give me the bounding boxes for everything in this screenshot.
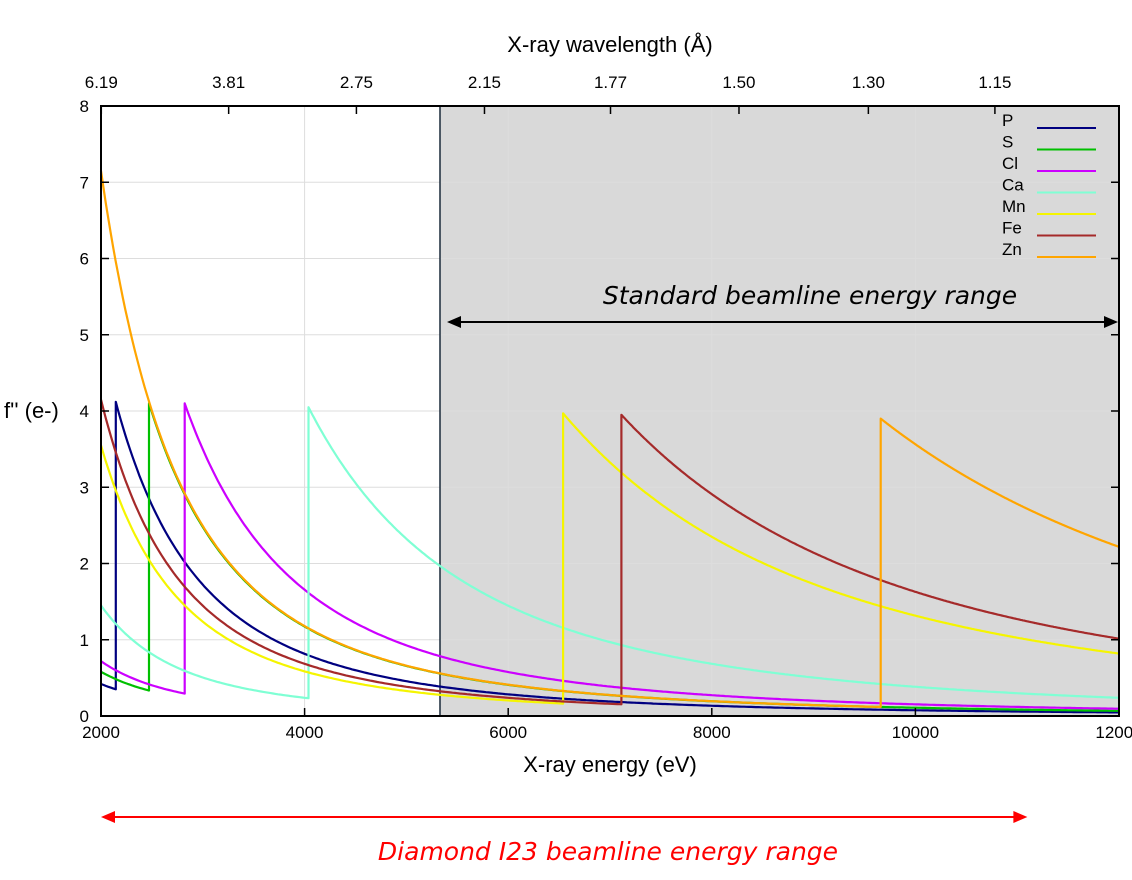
x-tick-label: 2000 — [82, 723, 120, 742]
range-arrow-head-right — [1013, 811, 1028, 823]
legend-label-cl: Cl — [1002, 154, 1018, 173]
legend-label-mn: Mn — [1002, 197, 1026, 216]
range-arrow-head-right — [1104, 316, 1118, 328]
y-tick-label: 5 — [80, 326, 89, 345]
range-annotation-label: Standard beamline energy range — [603, 281, 1017, 310]
x-tick-label: 8000 — [693, 723, 731, 742]
y-tick-label: 3 — [80, 478, 89, 497]
top-tick-label: 6.19 — [85, 73, 118, 92]
top-tick-label: 1.50 — [722, 73, 755, 92]
range-annotation-label: Diamond I23 beamline energy range — [378, 837, 838, 866]
y-tick-label: 4 — [80, 402, 89, 421]
x-tick-label: 10000 — [892, 723, 939, 742]
top-axis-title: X-ray wavelength (Å) — [507, 32, 712, 57]
legend: PS Cl Ca Mn Fe Zn — [1002, 111, 1096, 259]
y-tick-label: 8 — [80, 97, 89, 116]
top-tick-label: 1.77 — [594, 73, 627, 92]
legend-label-p: P — [1002, 111, 1013, 130]
series-line-zn — [99, 170, 1120, 708]
y-axis-title: f'' (e-) — [4, 398, 59, 423]
y-tick-label: 0 — [80, 707, 89, 726]
annotations: Standard beamline energy range Diamond I2… — [101, 281, 1118, 866]
x-tick-label: 4000 — [286, 723, 324, 742]
series-line-mn — [99, 412, 1120, 705]
series-layer — [99, 170, 1120, 714]
top-tick-label: 2.75 — [340, 73, 373, 92]
top-tick-label: 1.30 — [852, 73, 885, 92]
legend-label-ca: Ca — [1002, 176, 1024, 195]
series-line-cl — [100, 402, 1119, 710]
series-line-fe — [99, 399, 1120, 706]
top-tick-label: 2.15 — [468, 73, 501, 92]
x-axis-title: X-ray energy (eV) — [523, 752, 697, 777]
series-line-ca — [100, 406, 1120, 700]
y-tick-label: 1 — [80, 631, 89, 650]
legend-label-zn: Zn — [1002, 240, 1022, 259]
range-arrow-head-left — [446, 316, 461, 328]
legend-label-fe: Fe — [1002, 219, 1022, 238]
y-tick-label: 7 — [80, 173, 89, 192]
x-tick-label: 6000 — [489, 723, 527, 742]
top-tick-label: 3.81 — [212, 73, 245, 92]
y-tick-label: 6 — [80, 250, 89, 269]
legend-label-s: S — [1002, 133, 1013, 152]
range-arrow-head-left — [101, 811, 115, 823]
series-line-p — [100, 400, 1119, 714]
y-tick-label: 2 — [80, 555, 89, 574]
top-tick-label: 1.15 — [978, 73, 1011, 92]
